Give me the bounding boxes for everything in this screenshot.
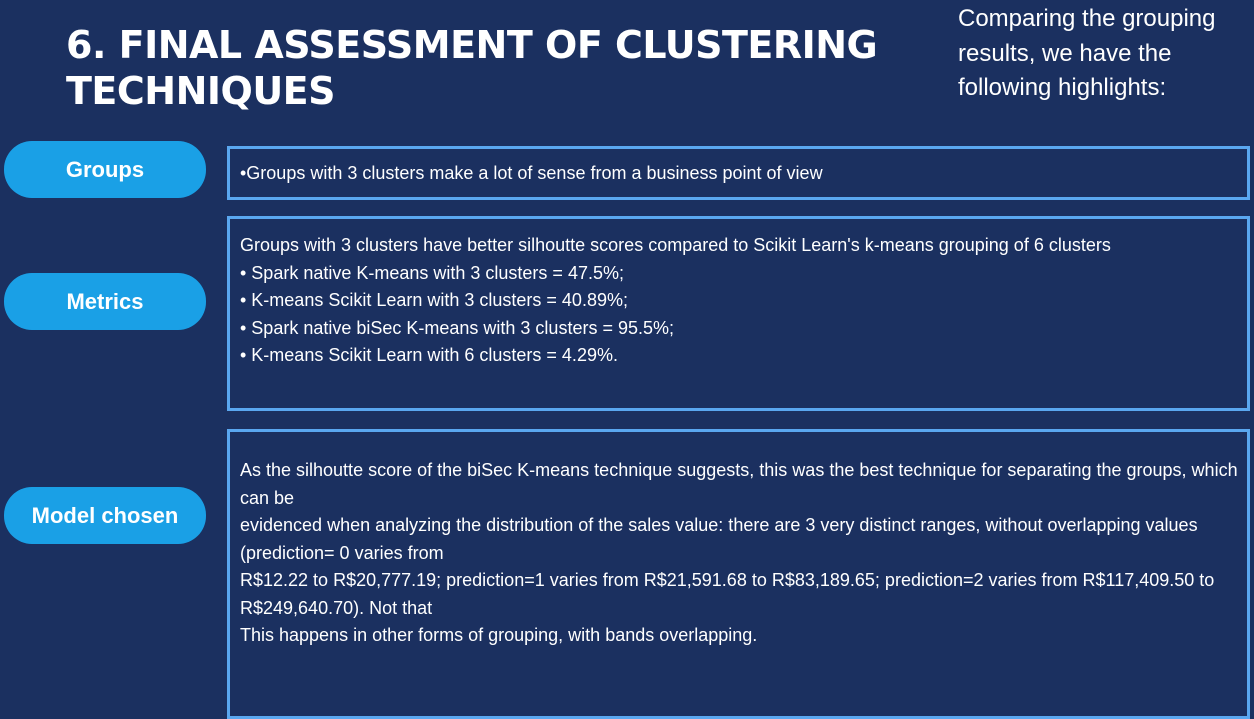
metrics-box: Groups with 3 clusters have better silho… bbox=[227, 216, 1250, 411]
model-paragraph: As the silhoutte score of the biSec K-me… bbox=[240, 460, 1238, 508]
metrics-item: • K-means Scikit Learn with 6 clusters =… bbox=[240, 345, 618, 365]
metrics-label-pill: Metrics bbox=[4, 273, 206, 330]
metrics-item: • Spark native K-means with 3 clusters =… bbox=[240, 262, 624, 283]
groups-line: •Groups with 3 clusters make a lot of se… bbox=[240, 163, 823, 183]
metrics-item: • K-means Scikit Learn with 3 clusters =… bbox=[240, 290, 628, 310]
metrics-item: • Spark native biSec K-means with 3 clus… bbox=[240, 317, 675, 338]
intro-text: Comparing the grouping results, we have … bbox=[958, 5, 1216, 101]
slide-title: 6. FINAL ASSESSMENT OF CLUSTERING TECHNI… bbox=[66, 23, 878, 113]
groups-label-pill: Groups bbox=[4, 141, 206, 198]
model-label-pill: Model chosen bbox=[4, 487, 206, 544]
metrics-summary-line: Groups with 3 clusters have better silho… bbox=[240, 235, 1111, 255]
model-paragraph: evidenced when analyzing the distributio… bbox=[240, 515, 1198, 563]
model-paragraph: This happens in other forms of grouping,… bbox=[240, 625, 758, 645]
model-box: As the silhoutte score of the biSec K-me… bbox=[227, 429, 1250, 719]
model-paragraph: R$12.22 to R$20,777.19; prediction=1 var… bbox=[240, 570, 1215, 618]
groups-box: •Groups with 3 clusters make a lot of se… bbox=[227, 146, 1250, 200]
